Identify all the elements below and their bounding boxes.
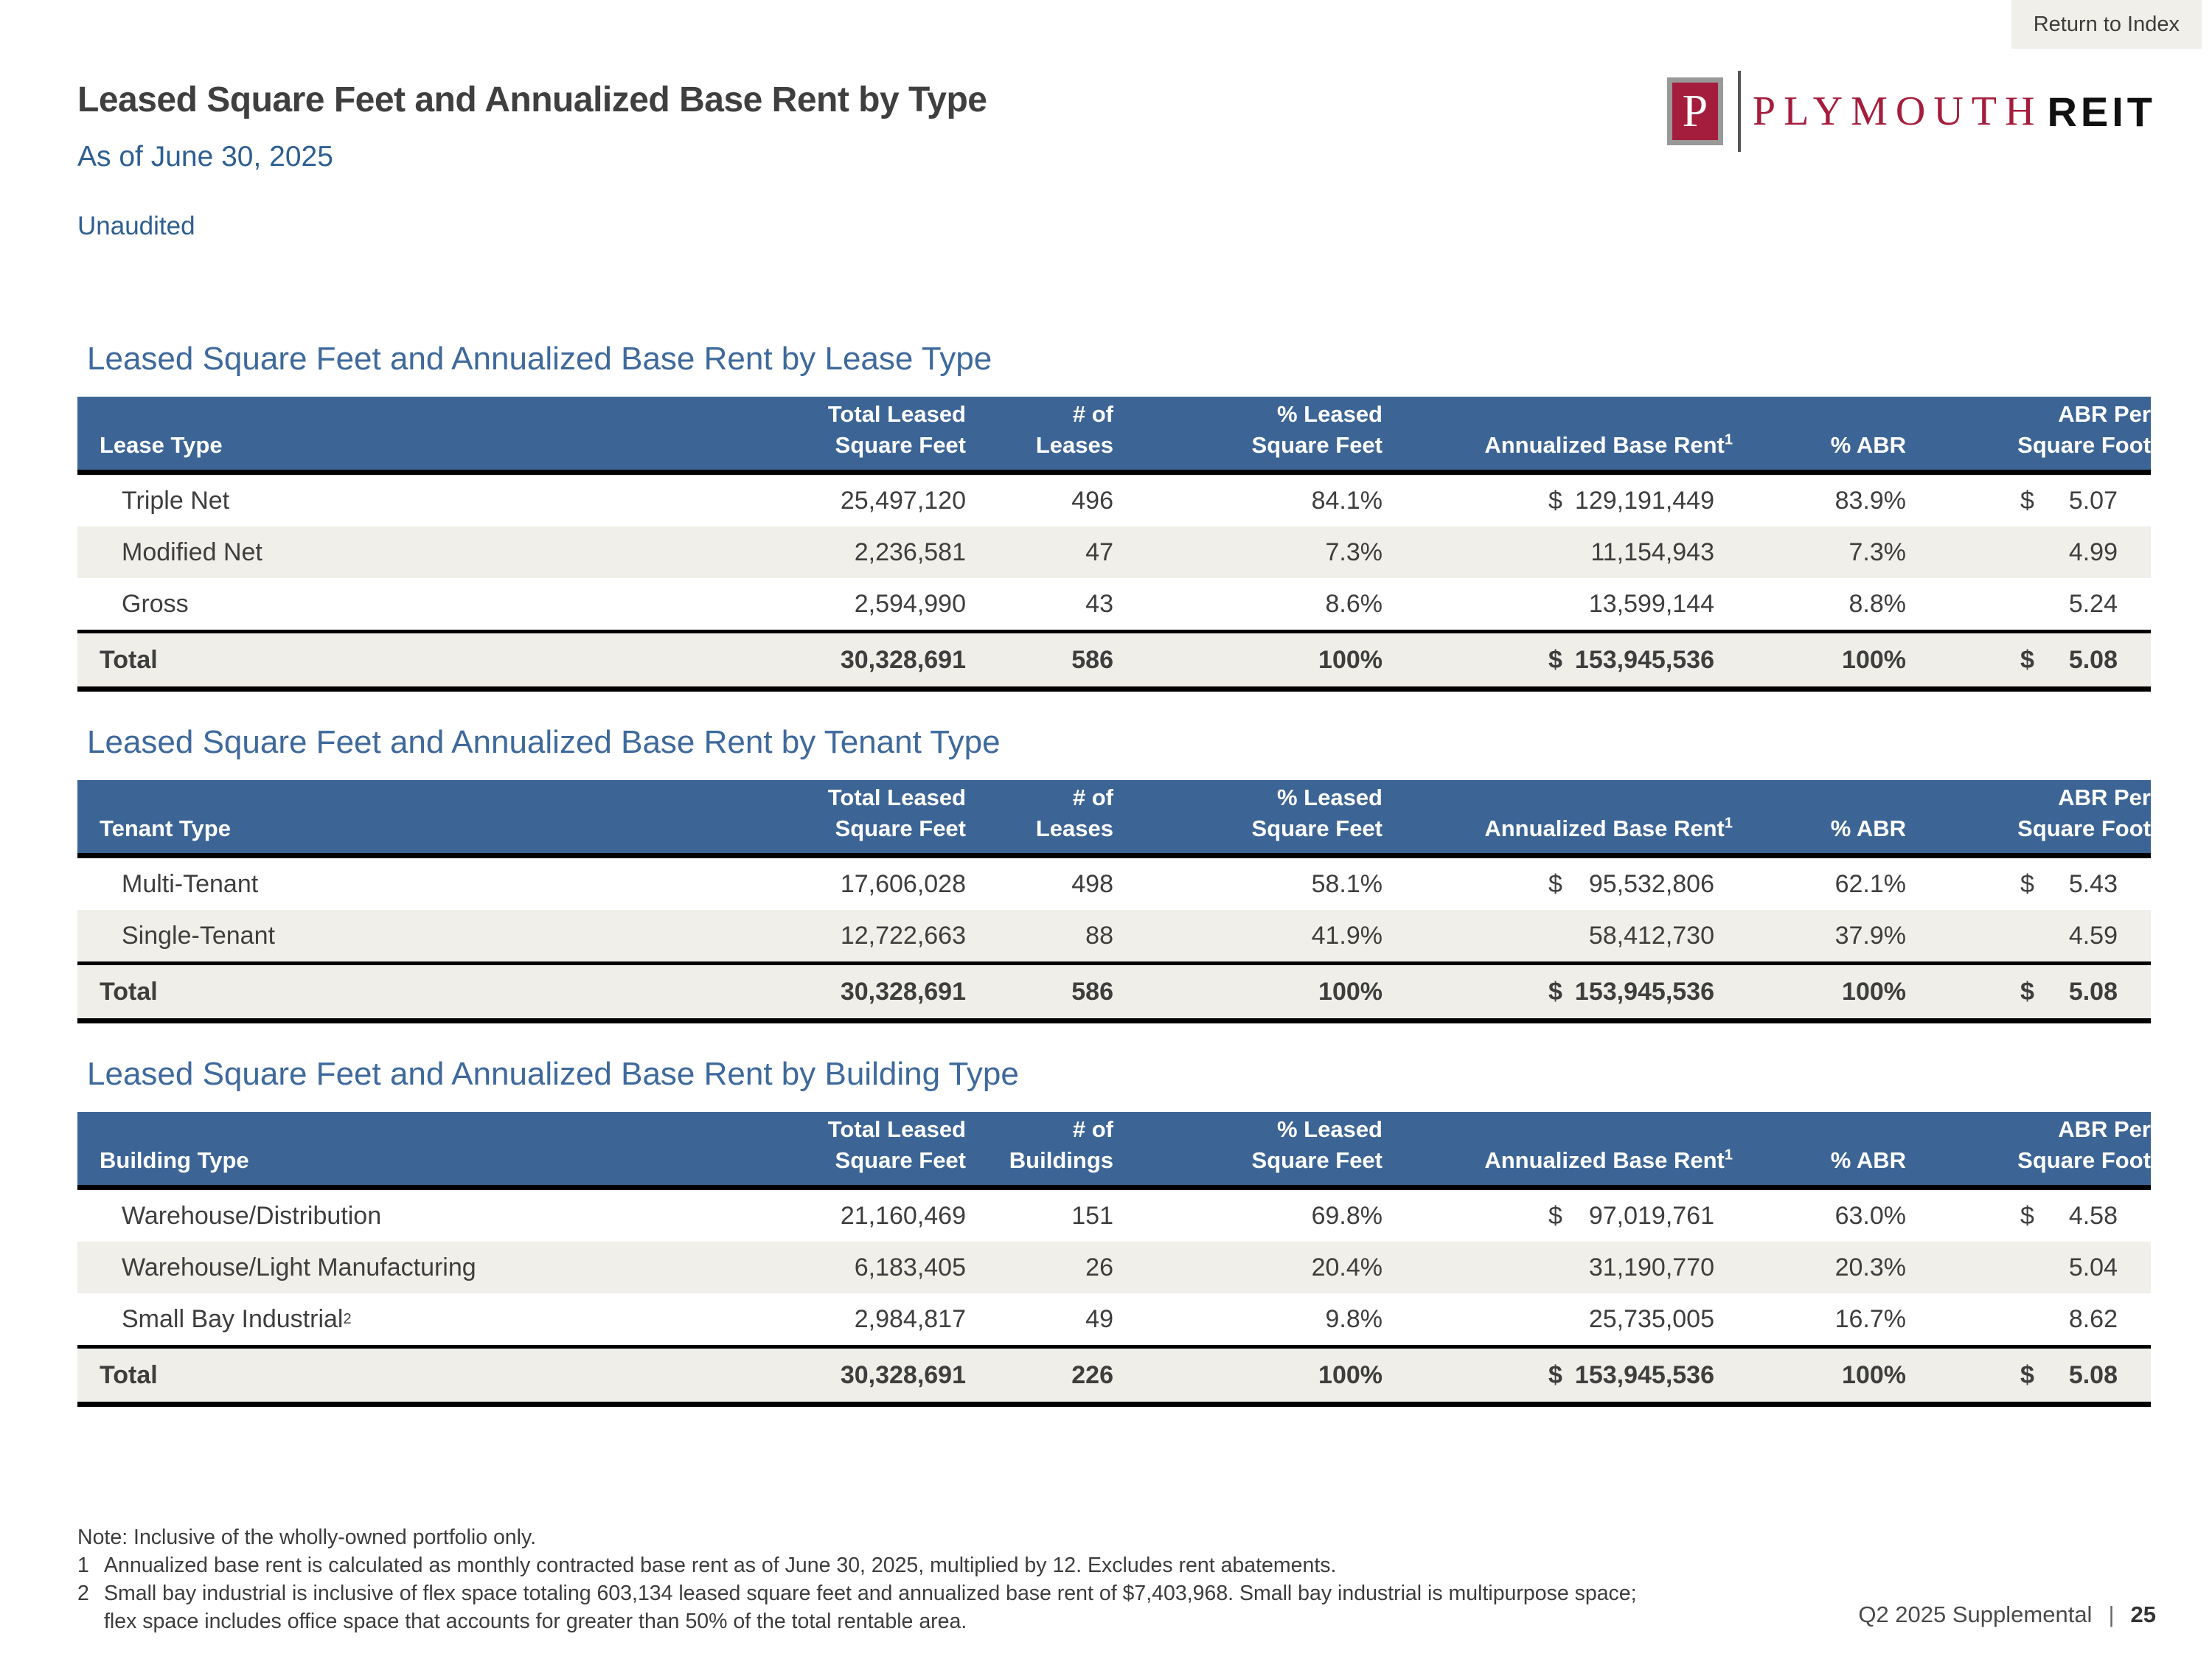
logo-p-letter: P: [1682, 86, 1708, 136]
footnote-2-marker: 2: [77, 1582, 89, 1605]
footer-page-number: 25: [2130, 1601, 2156, 1627]
table-building-type: Building Type Total Leased Square Feet # …: [77, 1112, 2151, 1407]
return-to-index-button[interactable]: Return to Index: [2011, 0, 2202, 49]
table-tenant-type: Tenant Type Total Leased Square Feet # of…: [77, 780, 2151, 1023]
table-header-row: Building Type Total Leased Square Feet # …: [77, 1112, 2151, 1190]
table-row: Warehouse/Distribution 21,160,469 151 69…: [122, 1201, 2118, 1230]
footer-label: Q2 2025 Supplemental: [1858, 1601, 2093, 1627]
footnote-2-continuation: flex space includes office space that ac…: [104, 1610, 967, 1633]
logo-p-mark-icon: P: [1666, 77, 1723, 145]
footnotes: Note: Inclusive of the wholly-owned port…: [77, 1523, 1847, 1635]
table-row: Warehouse/Light Manufacturing 6,183,405 …: [77, 1242, 2151, 1293]
plymouth-reit-logo: P PLYMOUTH REIT: [1666, 71, 2156, 152]
page-title: Leased Square Feet and Annualized Base R…: [77, 80, 987, 119]
footnote-ref-1: 1: [1724, 431, 1733, 448]
footnote-ref-1: 1: [1724, 1147, 1733, 1164]
col-header-tenant-type: Tenant Type: [100, 815, 231, 841]
col-header-building-type: Building Type: [100, 1147, 249, 1173]
footer-separator: |: [2108, 1601, 2115, 1627]
footnote-ref-1: 1: [1724, 815, 1733, 832]
footnote-1-text: Annualized base rent is calculated as mo…: [104, 1554, 1337, 1577]
footnote-2-text: Small bay industrial is inclusive of fle…: [104, 1582, 1637, 1605]
table-row: Multi-Tenant 17,606,028 498 58.1% $95,53…: [122, 869, 2118, 898]
table-total-row: Total 30,328,691 226 100% $153,945,536 1…: [77, 1345, 2151, 1407]
table-row: Triple Net 25,497,120 496 84.1% $129,191…: [122, 486, 2118, 515]
footnote-1: 1 Annualized base rent is calculated as …: [77, 1551, 1847, 1579]
table-header-row: Lease Type Total Leased Square Feet # of L…: [77, 397, 2151, 475]
logo-divider: [1737, 71, 1741, 152]
footnote-1-marker: 1: [77, 1554, 89, 1577]
footnote-2: 2 Small bay industrial is inclusive of f…: [77, 1579, 1847, 1607]
table-row: Modified Net 2,236,581 47 7.3% 11,154,94…: [77, 526, 2151, 578]
table-row: Gross 2,594,990 43 8.6% 13,599,144 8.8% …: [122, 589, 2118, 618]
table-total-row: Total 30,328,691 586 100% $153,945,536 1…: [77, 961, 2151, 1023]
table-row: Single-Tenant 12,722,663 88 41.9% 58,412…: [77, 910, 2151, 961]
table-total-row: Total 30,328,691 586 100% $153,945,536 1…: [77, 630, 2151, 692]
col-header-lease-type: Lease Type: [100, 432, 223, 458]
title-block: Leased Square Feet and Annualized Base R…: [77, 80, 987, 241]
section-title-tenant-type: Leased Square Feet and Annualized Base R…: [87, 724, 1001, 760]
as-of-date: As of June 30, 2025: [77, 141, 333, 173]
table-header-row: Tenant Type Total Leased Square Feet # of…: [77, 780, 2151, 858]
logo-reit-text: REIT: [2047, 88, 2156, 135]
section-title-building-type: Leased Square Feet and Annualized Base R…: [87, 1056, 1019, 1092]
logo-plymouth-text: PLYMOUTH: [1752, 88, 2043, 134]
footnote-note: Note: Inclusive of the wholly-owned port…: [77, 1526, 537, 1549]
section-title-lease-type: Leased Square Feet and Annualized Base R…: [87, 341, 992, 377]
table-lease-type: Lease Type Total Leased Square Feet # of L…: [77, 397, 2151, 692]
page-footer: Q2 2025 Supplemental | 25: [1858, 1601, 2156, 1628]
table-row: Small Bay Industrial 2 2,984,817 49 9.8% …: [122, 1304, 2118, 1333]
unaudited-label: Unaudited: [77, 212, 195, 240]
